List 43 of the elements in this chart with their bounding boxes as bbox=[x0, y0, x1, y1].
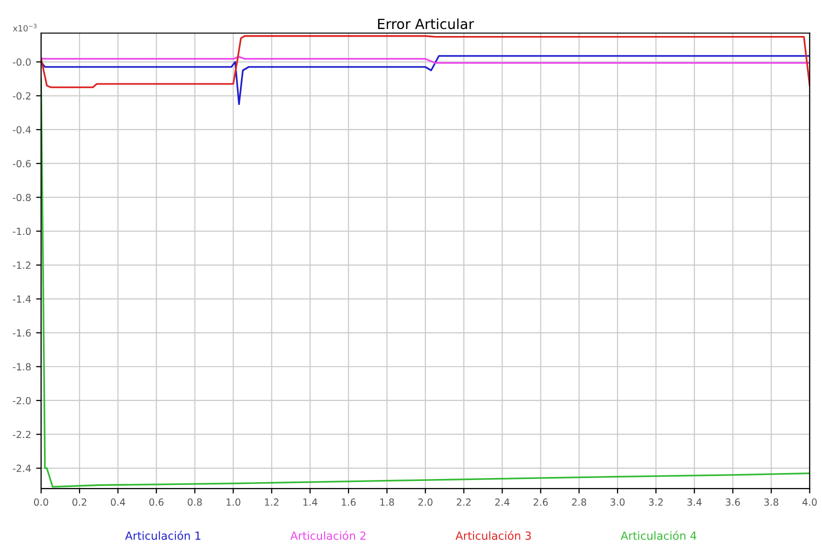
y-tick-label: -1.2 bbox=[12, 262, 30, 269]
y-tick-label: -1.0 bbox=[12, 228, 31, 236]
x-tick-label: 1.2 bbox=[265, 498, 278, 506]
x-tick-label: 3.4 bbox=[687, 498, 702, 506]
x-tick-label: 3.0 bbox=[610, 498, 625, 506]
y-tick-label: -0.4 bbox=[12, 126, 31, 134]
text: Articulación 3 bbox=[456, 530, 531, 540]
text: Articulación 1 bbox=[125, 530, 200, 540]
x-tick-label: 4.0 bbox=[802, 498, 817, 506]
x-tick-label: 0.4 bbox=[110, 498, 126, 506]
x-tick-label: 0.0 bbox=[34, 498, 48, 506]
text: Articulación 4 bbox=[620, 530, 696, 540]
x-tick-label: 0.8 bbox=[188, 498, 202, 506]
x-tick-label: 3.8 bbox=[764, 498, 778, 506]
y-tick-label: -0.0 bbox=[12, 58, 31, 66]
x-tick-label: 1.0 bbox=[226, 498, 240, 506]
line-series bbox=[41, 55, 810, 106]
y-tick-label: -1.4 bbox=[12, 296, 31, 303]
y-tick-label: -2.2 bbox=[12, 430, 30, 438]
y-tick-label: -0.6 bbox=[12, 160, 31, 168]
x-tick-label: 2.0 bbox=[418, 498, 432, 506]
y-tick-label: -0.2 bbox=[12, 92, 30, 100]
line-series bbox=[41, 35, 810, 88]
x-tick-label: 0.6 bbox=[149, 498, 164, 506]
y-tick-label: -1.8 bbox=[12, 363, 31, 370]
line-series bbox=[41, 56, 810, 64]
y-tick-label: -2.4 bbox=[12, 464, 31, 472]
y-tick-label: -1.6 bbox=[12, 329, 31, 337]
text: Articulación 2 bbox=[290, 530, 366, 540]
text: x10$^{−3}$ bbox=[12, 24, 37, 32]
y-tick-label: -0.8 bbox=[12, 194, 31, 202]
x-tick-label: 3.6 bbox=[726, 498, 740, 506]
x-tick-label: 0.2 bbox=[72, 498, 86, 506]
x-tick-label: 2.4 bbox=[495, 498, 510, 506]
x-tick-label: 2.6 bbox=[534, 498, 548, 506]
x-tick-label: 3.2 bbox=[648, 498, 663, 506]
x-tick-label: 1.8 bbox=[380, 498, 394, 506]
chart-title: Error Articular bbox=[378, 18, 474, 30]
x-tick-label: 2.8 bbox=[572, 498, 586, 506]
x-tick-label: 1.6 bbox=[342, 498, 356, 506]
y-tick-label: -2.0 bbox=[12, 396, 31, 404]
x-tick-label: 2.2 bbox=[456, 498, 471, 506]
x-tick-label: 1.4 bbox=[303, 498, 318, 506]
